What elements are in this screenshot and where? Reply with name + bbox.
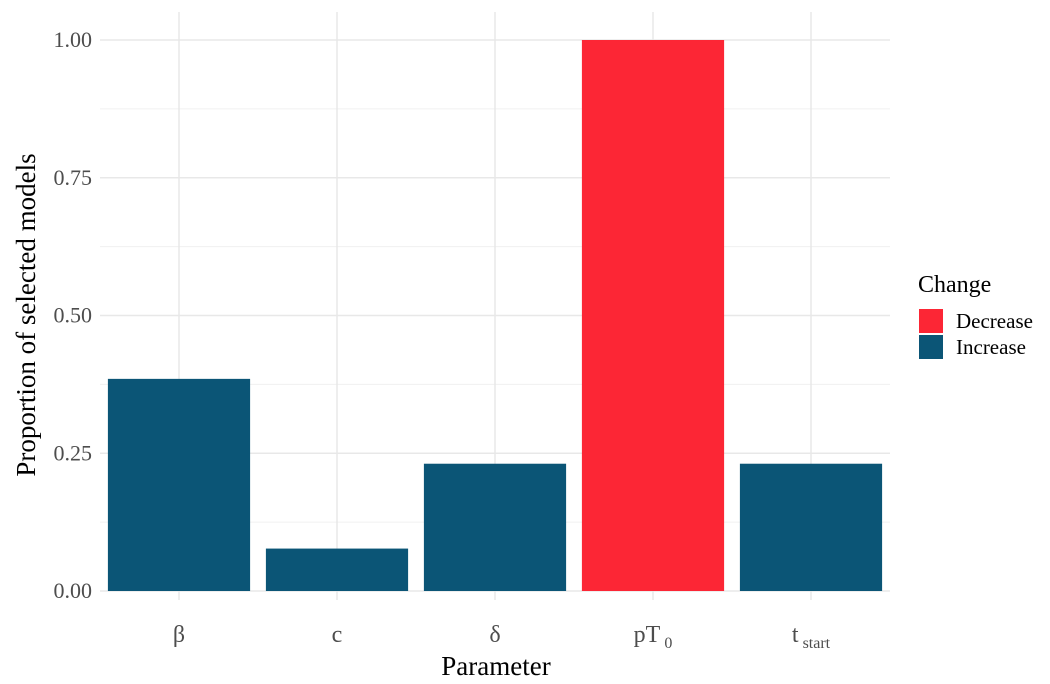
bar-5 — [739, 463, 883, 591]
y-tick-label: 1.00 — [54, 27, 93, 52]
bar-2 — [265, 548, 409, 591]
y-tick-label: 0.25 — [54, 440, 93, 465]
bars — [107, 40, 883, 591]
y-axis-ticks: 0.00 0.25 0.50 0.75 1.00 — [54, 27, 93, 603]
x-tick-label: t start — [792, 622, 831, 652]
bar-3 — [423, 463, 567, 591]
y-tick-label: 0.00 — [54, 578, 93, 603]
legend-title: Change — [918, 272, 991, 298]
y-axis-title: Proportion of selected models — [11, 153, 41, 476]
legend-label-decrease: Decrease — [956, 309, 1033, 333]
bar-4 — [581, 40, 725, 591]
legend-label-increase: Increase — [956, 335, 1026, 359]
x-axis-title: Parameter — [441, 651, 550, 681]
x-tick-label: pT 0 — [634, 622, 673, 652]
legend-key-increase — [919, 335, 943, 359]
bar-1 — [107, 378, 251, 591]
x-axis-ticks: β c δ pT 0 t start — [173, 622, 831, 652]
y-tick-label: 0.50 — [54, 303, 93, 328]
x-tick-label: β — [173, 622, 185, 648]
x-tick-label: c — [332, 622, 343, 648]
legend-key-decrease — [919, 309, 943, 333]
x-tick-label: δ — [489, 622, 500, 648]
y-tick-label: 0.75 — [54, 165, 93, 190]
